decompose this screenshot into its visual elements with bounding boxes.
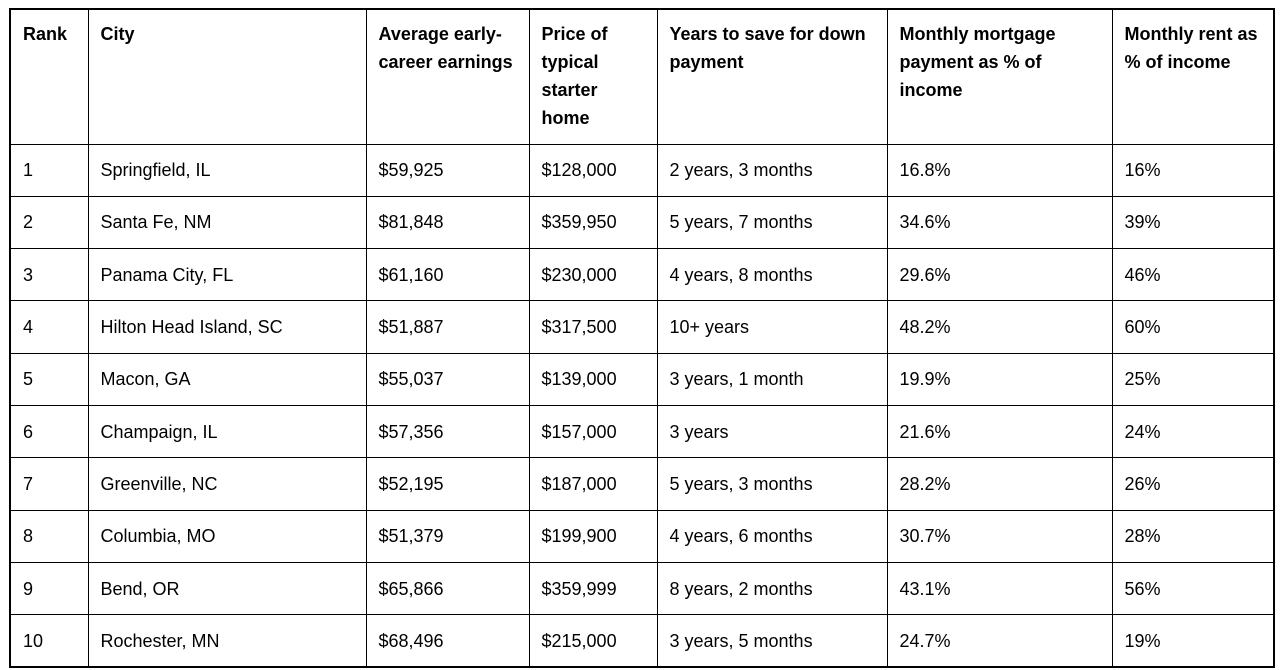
cell-rent_pct: 39% [1111, 195, 1275, 250]
table-row: 2 Santa Fe, NM $81,848 $359,950 5 years, 7 m… [9, 195, 1275, 250]
cell-home_price: $199,900 [528, 509, 658, 563]
cell-home_price: $215,000 [528, 614, 658, 668]
cell-rank: 8 [9, 509, 89, 563]
cell-rent_pct: 25% [1111, 352, 1275, 406]
table-row: 8 Columbia, MO $51,379 $199,900 4 years, 6 m… [9, 509, 1275, 563]
column-header-mortgage_pct: Monthly mortgage payment as % of income [886, 8, 1113, 145]
table-row: 6 Champaign, IL $57,356 $157,000 3 years 21.6… [9, 404, 1275, 459]
cell-mortgage_pct: 48.2% [886, 300, 1113, 354]
cell-city: Columbia, MO [87, 509, 367, 563]
cell-rank: 1 [9, 143, 89, 197]
cell-city: Springfield, IL [87, 143, 367, 197]
cell-mortgage_pct: 43.1% [886, 561, 1113, 616]
cell-years_to_save: 10+ years [656, 300, 888, 354]
cell-earnings: $57,356 [365, 404, 530, 459]
cell-home_price: $187,000 [528, 457, 658, 511]
cell-city: Panama City, FL [87, 248, 367, 302]
cell-rent_pct: 60% [1111, 300, 1275, 354]
cell-earnings: $55,037 [365, 352, 530, 406]
cell-mortgage_pct: 34.6% [886, 195, 1113, 250]
cell-home_price: $139,000 [528, 352, 658, 406]
column-header-years_to_save: Years to save for down payment [656, 8, 888, 145]
cell-home_price: $359,950 [528, 195, 658, 250]
table-body: 1 Springfield, IL $59,925 $128,000 2 years, … [9, 143, 1275, 668]
cell-rent_pct: 46% [1111, 248, 1275, 302]
cell-years_to_save: 4 years, 8 months [656, 248, 888, 302]
table-row: 4 Hilton Head Island, SC $51,887 $317,500 10… [9, 300, 1275, 354]
table-row: 7 Greenville, NC $52,195 $187,000 5 years, 3… [9, 457, 1275, 511]
table-row: 1 Springfield, IL $59,925 $128,000 2 years, … [9, 143, 1275, 197]
cell-rent_pct: 19% [1111, 614, 1275, 668]
cell-years_to_save: 2 years, 3 months [656, 143, 888, 197]
cell-city: Champaign, IL [87, 404, 367, 459]
cell-home_price: $317,500 [528, 300, 658, 354]
cell-rent_pct: 56% [1111, 561, 1275, 616]
cell-years_to_save: 3 years, 5 months [656, 614, 888, 668]
cell-years_to_save: 5 years, 3 months [656, 457, 888, 511]
cell-mortgage_pct: 30.7% [886, 509, 1113, 563]
table-row: 3 Panama City, FL $61,160 $230,000 4 years, … [9, 248, 1275, 302]
cell-home_price: $359,999 [528, 561, 658, 616]
cell-city: Rochester, MN [87, 614, 367, 668]
column-header-home_price: Price of typical starter home [528, 8, 658, 145]
cell-rank: 9 [9, 561, 89, 616]
cell-home_price: $230,000 [528, 248, 658, 302]
housing-affordability-table: Rank City Average early-career earnings Pri… [9, 8, 1275, 668]
cell-rank: 3 [9, 248, 89, 302]
cell-home_price: $128,000 [528, 143, 658, 197]
column-header-earnings: Average early-career earnings [365, 8, 530, 145]
cell-earnings: $51,887 [365, 300, 530, 354]
document-page: Rank City Average early-career earnings Pri… [9, 8, 1275, 668]
cell-years_to_save: 5 years, 7 months [656, 195, 888, 250]
cell-rent_pct: 26% [1111, 457, 1275, 511]
cell-rank: 7 [9, 457, 89, 511]
cell-rank: 2 [9, 195, 89, 250]
cell-mortgage_pct: 28.2% [886, 457, 1113, 511]
cell-rent_pct: 24% [1111, 404, 1275, 459]
cell-years_to_save: 3 years [656, 404, 888, 459]
cell-home_price: $157,000 [528, 404, 658, 459]
cell-city: Bend, OR [87, 561, 367, 616]
cell-earnings: $52,195 [365, 457, 530, 511]
cell-mortgage_pct: 29.6% [886, 248, 1113, 302]
column-header-rent_pct: Monthly rent as % of income [1111, 8, 1275, 145]
table-row: 9 Bend, OR $65,866 $359,999 8 years, 2 month… [9, 561, 1275, 616]
cell-rank: 6 [9, 404, 89, 459]
cell-earnings: $59,925 [365, 143, 530, 197]
table-row: 5 Macon, GA $55,037 $139,000 3 years, 1 mont… [9, 352, 1275, 406]
cell-earnings: $68,496 [365, 614, 530, 668]
cell-city: Hilton Head Island, SC [87, 300, 367, 354]
cell-years_to_save: 8 years, 2 months [656, 561, 888, 616]
cell-earnings: $81,848 [365, 195, 530, 250]
cell-rent_pct: 28% [1111, 509, 1275, 563]
column-header-city: City [87, 8, 367, 145]
table-row: 10 Rochester, MN $68,496 $215,000 3 years, 5… [9, 614, 1275, 668]
cell-earnings: $61,160 [365, 248, 530, 302]
cell-rent_pct: 16% [1111, 143, 1275, 197]
cell-rank: 4 [9, 300, 89, 354]
cell-years_to_save: 4 years, 6 months [656, 509, 888, 563]
cell-earnings: $65,866 [365, 561, 530, 616]
cell-city: Santa Fe, NM [87, 195, 367, 250]
cell-city: Macon, GA [87, 352, 367, 406]
cell-mortgage_pct: 24.7% [886, 614, 1113, 668]
cell-mortgage_pct: 16.8% [886, 143, 1113, 197]
column-header-rank: Rank [9, 8, 89, 145]
cell-city: Greenville, NC [87, 457, 367, 511]
cell-mortgage_pct: 19.9% [886, 352, 1113, 406]
cell-years_to_save: 3 years, 1 month [656, 352, 888, 406]
header-row: Rank City Average early-career earnings Pri… [9, 8, 1275, 145]
cell-rank: 5 [9, 352, 89, 406]
cell-mortgage_pct: 21.6% [886, 404, 1113, 459]
cell-rank: 10 [9, 614, 89, 668]
cell-earnings: $51,379 [365, 509, 530, 563]
